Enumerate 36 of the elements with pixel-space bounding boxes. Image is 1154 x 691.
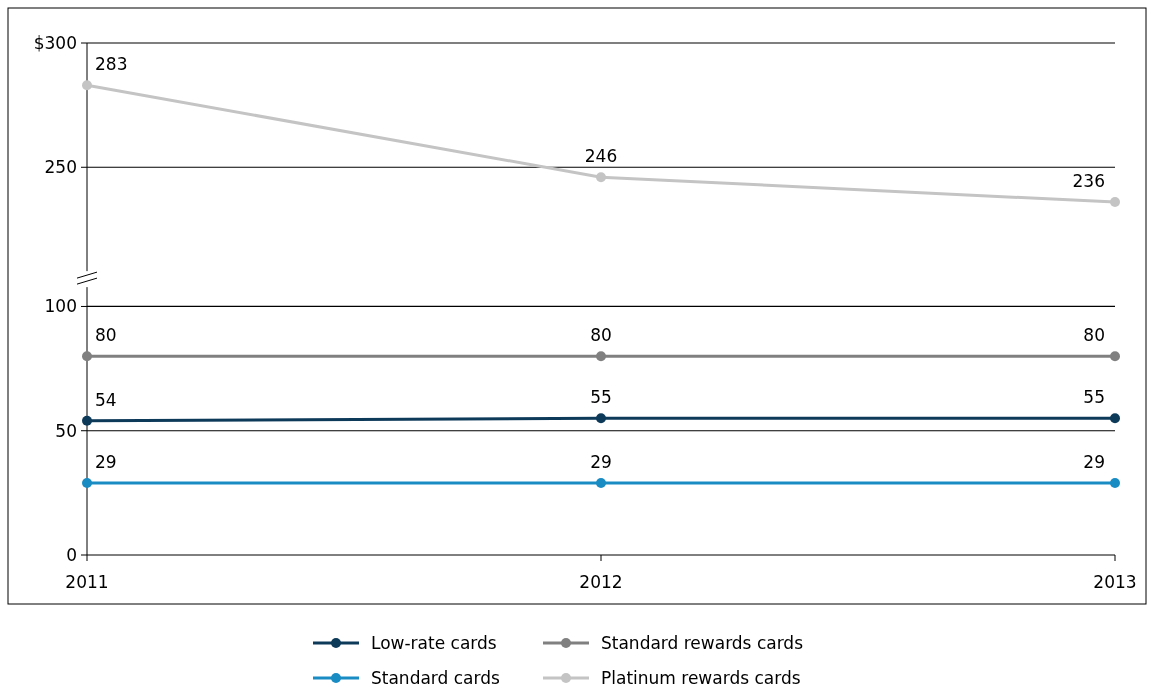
- data-label: 236: [1072, 171, 1105, 192]
- data-label: 29: [1083, 451, 1105, 472]
- y-tick-label: $300: [33, 32, 77, 53]
- y-tick-label: 0: [66, 544, 77, 565]
- data-label: 80: [95, 325, 117, 346]
- x-tick-label: 2011: [65, 572, 109, 592]
- legend-label: Platinum rewards cards: [601, 667, 801, 688]
- data-label: 246: [584, 146, 618, 167]
- point: [82, 477, 92, 488]
- data-label: 29: [590, 451, 612, 472]
- point: [1110, 413, 1120, 424]
- point: [1110, 197, 1120, 208]
- x-tick-label: 2012: [579, 572, 623, 592]
- data-label: 283: [95, 54, 128, 75]
- legend-label: Standard cards: [371, 667, 500, 688]
- point: [596, 477, 606, 488]
- y-tick-label: 250: [44, 157, 77, 178]
- data-label: 80: [1083, 325, 1105, 346]
- data-label: 80: [590, 325, 612, 346]
- point: [82, 415, 92, 426]
- data-label: 55: [590, 387, 612, 408]
- legend-label: Standard rewards cards: [601, 632, 804, 653]
- data-label: 55: [1083, 387, 1105, 408]
- legend-label: Low-rate cards: [371, 632, 497, 653]
- y-tick-label: 50: [55, 420, 77, 441]
- point: [596, 172, 606, 183]
- y-tick-label: 100: [44, 296, 77, 317]
- point: [596, 413, 606, 424]
- point: [1110, 477, 1120, 488]
- data-label: 54: [95, 389, 117, 410]
- point: [1110, 351, 1120, 362]
- x-tick-label: 2013: [1093, 572, 1137, 592]
- point: [596, 351, 606, 362]
- point: [82, 80, 92, 91]
- data-label: 29: [95, 451, 117, 472]
- point: [82, 351, 92, 362]
